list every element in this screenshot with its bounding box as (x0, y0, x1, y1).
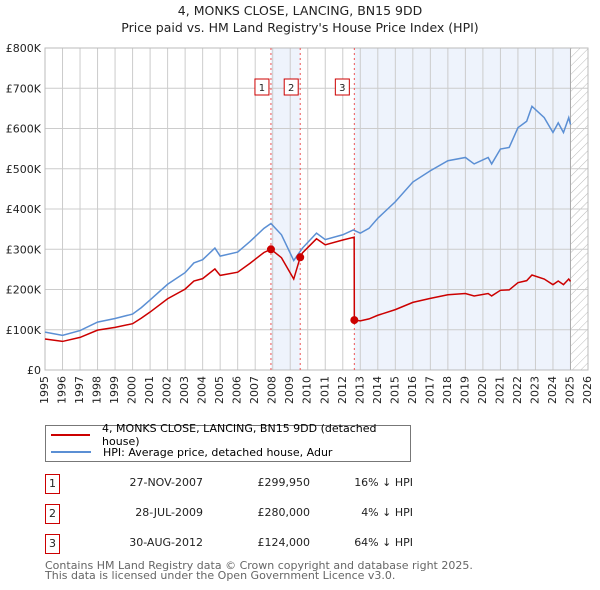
x-tick-label: 2014 (371, 376, 384, 404)
x-tick-label: 1995 (38, 376, 51, 404)
sale-price: £280,000 (257, 506, 311, 519)
sale-date: 27-NOV-2007 (129, 476, 203, 489)
y-tick-label: £500K (6, 163, 42, 176)
price-chart: 1995 1996 1997 1998 1999 2000 2001 2002 2003 2004… (6, 42, 594, 404)
footer-licence: This data is licensed under the Open Gov… (45, 569, 396, 582)
sale-label: 3 (339, 83, 345, 94)
x-tick-label: 1998 (91, 376, 104, 404)
x-tick-label: 2011 (318, 376, 331, 404)
property-price-line (44, 236, 572, 343)
legend-label: HPI: Average price, detached house, Adur (103, 445, 333, 459)
sale-point (296, 253, 305, 262)
legend-blue-line (51, 451, 91, 453)
x-tick-label: 2013 (353, 376, 366, 404)
chart-title: 4, MONKS CLOSE, LANCING, BN15 9DD (177, 3, 423, 18)
chart-subtitle: Price paid vs. HM Land Registry's House … (121, 20, 479, 35)
sale-point (350, 316, 359, 325)
x-tick-label: 2022 (511, 376, 524, 404)
x-tick-label: 2007 (248, 376, 261, 404)
sale-number-badge: 2 (45, 504, 60, 524)
sale-hpi-diff: 16% ↓ HPI (354, 476, 413, 489)
sale-label: 2 (288, 83, 294, 94)
sale-label-box (334, 78, 350, 96)
sale-price: £124,000 (257, 536, 311, 549)
y-tick-label: £100K (6, 324, 42, 337)
footer-copyright: Contains HM Land Registry data © Crown c… (45, 559, 473, 572)
legend: 4, MONKS CLOSE, LANCING, BN15 9DD (detac… (45, 422, 411, 462)
x-tick-label: 2015 (388, 376, 401, 404)
sale-number-badge: 1 (45, 474, 60, 494)
x-tick-label: 2025 (563, 376, 576, 404)
x-tick-label: 2017 (423, 376, 436, 404)
sale-label: 1 (259, 83, 265, 94)
sale-price: £299,950 (257, 476, 311, 489)
hpi-line (44, 105, 572, 337)
x-tick-label: 2010 (301, 376, 314, 404)
sale-hpi-diff: 4% ↓ HPI (361, 506, 413, 519)
sale-label-box (283, 78, 299, 96)
x-tick-label: 2001 (143, 376, 156, 404)
x-tick-label: 2006 (231, 376, 244, 404)
y-tick-label: £600K (6, 123, 42, 136)
x-tick-label: 2009 (283, 376, 296, 404)
sale-row: 3 30-AUG-2012 £124,000 64% ↓ HPI (45, 534, 465, 554)
y-tick-label: £300K (6, 243, 42, 256)
sale-hpi-diff: 64% ↓ HPI (354, 536, 413, 549)
sale-date: 28-JUL-2009 (135, 506, 203, 519)
x-tick-label: 2005 (213, 376, 226, 404)
sale-point (266, 245, 275, 254)
legend-label: 4, MONKS CLOSE, LANCING, BN15 9DD (detac… (102, 422, 377, 448)
sale-row: 1 27-NOV-2007 £299,950 16% ↓ HPI (45, 474, 465, 494)
y-tick-label: £700K (6, 82, 42, 95)
y-tick-label: £0 (27, 364, 41, 377)
x-tick-label: 2012 (336, 376, 349, 404)
x-tick-label: 2003 (178, 376, 191, 404)
x-tick-label: 2020 (476, 376, 489, 404)
sale-label-box (254, 78, 270, 96)
x-tick-label: 2026 (581, 376, 594, 404)
sale-date: 30-AUG-2012 (129, 536, 203, 549)
x-tick-label: 1996 (56, 376, 69, 404)
sale-number-badge: 3 (45, 534, 60, 554)
y-tick-label: £200K (6, 284, 42, 297)
y-tick-label: £800K (6, 42, 42, 55)
sale-row: 2 28-JUL-2009 £280,000 4% ↓ HPI (45, 504, 465, 524)
x-tick-label: 2002 (161, 376, 174, 404)
x-tick-label: 2021 (493, 376, 506, 404)
x-tick-label: 2018 (441, 376, 454, 404)
x-tick-label: 2008 (266, 376, 279, 404)
y-tick-label: £400K (6, 203, 42, 216)
legend-item-hpi: HPI: Average price, detached house, Adur (46, 444, 332, 460)
x-tick-label: 2016 (406, 376, 419, 404)
x-tick-label: 2004 (196, 376, 209, 404)
plot-frame (44, 47, 589, 371)
x-tick-label: 2000 (126, 376, 139, 404)
x-tick-label: 2019 (458, 376, 471, 404)
legend-red-line (51, 434, 91, 436)
x-tick-label: 2023 (528, 376, 541, 404)
x-tick-label: 1999 (108, 376, 121, 404)
x-tick-label: 2024 (546, 376, 559, 404)
legend-item-property: 4, MONKS CLOSE, LANCING, BN15 9DD (detac… (46, 422, 410, 448)
x-tick-label: 1997 (73, 376, 86, 404)
